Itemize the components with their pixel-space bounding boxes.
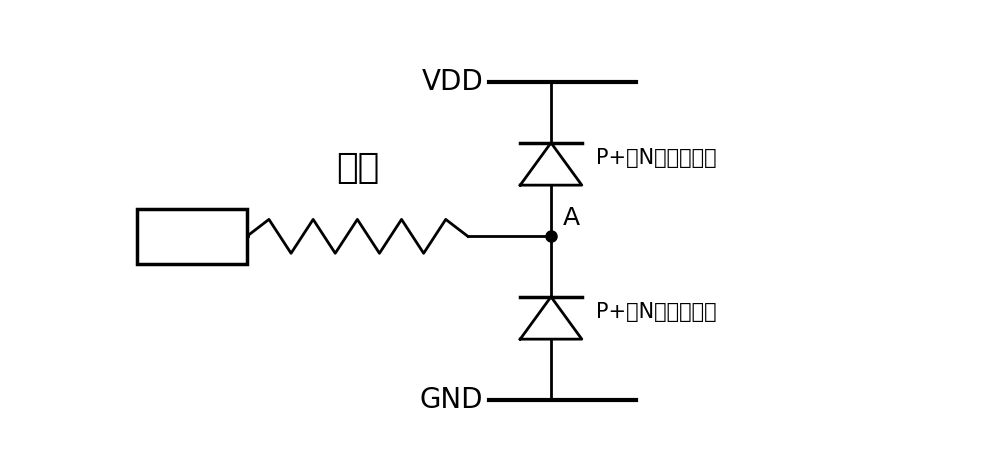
Text: P+到N阱的二极管: P+到N阱的二极管 <box>596 148 716 168</box>
Text: VDD: VDD <box>421 67 483 95</box>
Text: GND: GND <box>420 386 483 414</box>
Bar <box>137 209 247 264</box>
Text: A: A <box>563 206 580 230</box>
Text: 焊盘: 焊盘 <box>175 222 208 250</box>
Text: P+到N阱的二极管: P+到N阱的二极管 <box>596 302 716 322</box>
Text: 电阻: 电阻 <box>336 151 379 185</box>
